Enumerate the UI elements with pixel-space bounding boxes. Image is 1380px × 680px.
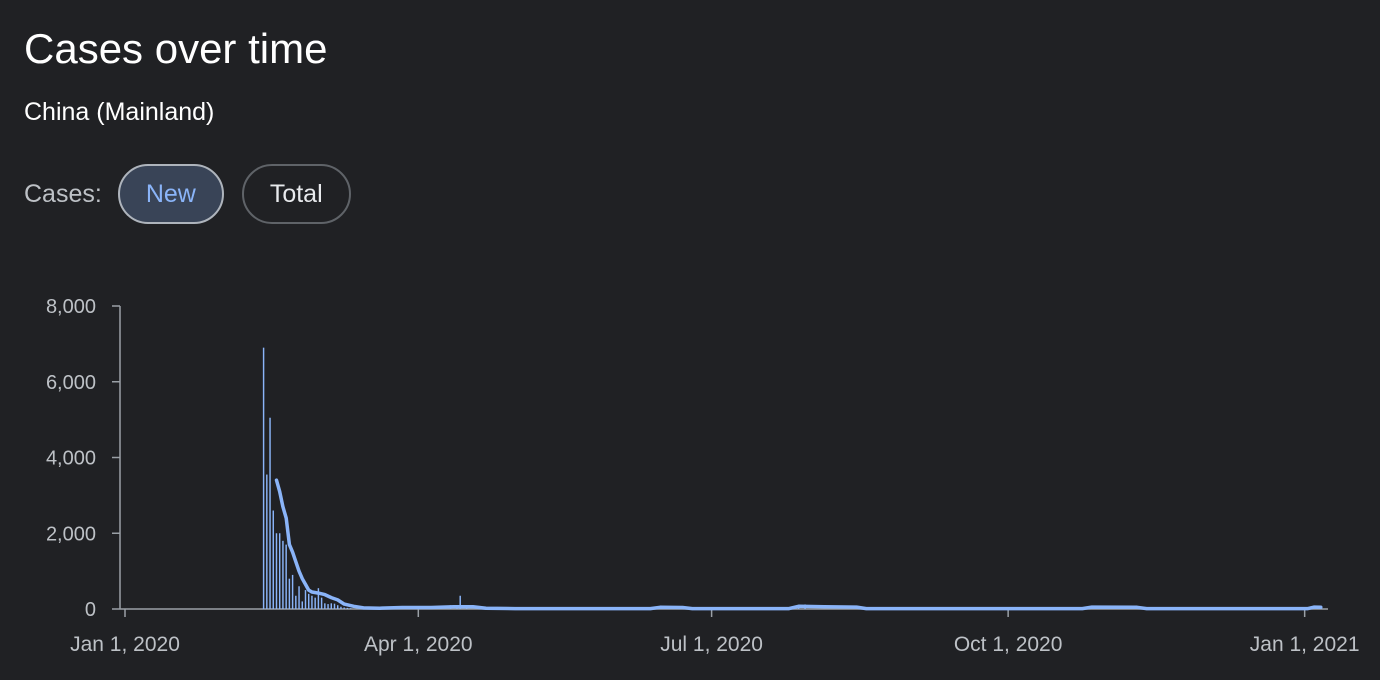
case-bar: [333, 603, 336, 609]
y-tick-label: 6,000: [46, 372, 96, 394]
case-bar: [288, 578, 291, 609]
region-subtitle: China (Mainland): [24, 98, 215, 126]
daily-cases-bars: [262, 347, 1319, 609]
y-tick-label: 8,000: [46, 296, 96, 318]
cases-chart: 0 2,000 4,000 6,000 8,000 Jan 1, 2020 Apr 1, …: [46, 296, 1360, 656]
case-bar: [275, 533, 278, 609]
case-bar: [278, 533, 281, 609]
new-cases-chip[interactable]: New: [117, 164, 224, 224]
y-tick-label: 4,000: [46, 448, 96, 470]
case-bar: [262, 347, 265, 609]
y-tick-label: 0: [85, 599, 96, 621]
case-bar: [346, 607, 349, 609]
average-line-group: [274, 478, 1323, 611]
case-bar: [272, 510, 274, 609]
cases-filter-label: Cases:: [24, 179, 102, 208]
y-tick-label: 2,000: [46, 523, 96, 545]
case-bar: [298, 586, 300, 609]
case-bar: [327, 604, 329, 609]
case-bar: [282, 540, 284, 609]
case-bar: [295, 595, 297, 609]
x-axis: Jan 1, 2020 Apr 1, 2020 Jul 1, 2020 Oct 1, …: [70, 608, 1360, 656]
case-bar: [304, 590, 307, 609]
case-bar: [285, 544, 287, 609]
case-bar: [291, 574, 294, 609]
average-line: [274, 478, 1323, 611]
cases-filter: Cases: New Total: [24, 162, 369, 226]
x-tick-label: Jan 1, 2021: [1250, 633, 1360, 656]
total-cases-chip[interactable]: Total: [241, 164, 351, 224]
case-bar: [343, 607, 345, 609]
case-bar: [337, 605, 339, 609]
case-bar: [266, 474, 268, 609]
case-bar: [459, 595, 461, 609]
case-bar: [269, 417, 271, 609]
case-bar: [311, 595, 313, 609]
case-bar: [307, 593, 310, 609]
x-tick-label: Apr 1, 2020: [364, 633, 473, 656]
x-tick-label: Jul 1, 2020: [660, 633, 763, 656]
case-bar: [349, 608, 352, 609]
case-bar: [324, 603, 326, 609]
x-tick-label: Jan 1, 2020: [70, 633, 180, 656]
case-bar: [314, 597, 316, 609]
case-bar: [301, 601, 303, 609]
case-bar: [330, 603, 333, 609]
page-title: Cases over time: [24, 25, 328, 72]
x-tick-label: Oct 1, 2020: [954, 633, 1063, 656]
y-axis: 0 2,000 4,000 6,000 8,000: [46, 296, 121, 621]
case-bar: [320, 597, 323, 609]
case-bar: [317, 588, 320, 609]
case-bar: [340, 606, 342, 609]
